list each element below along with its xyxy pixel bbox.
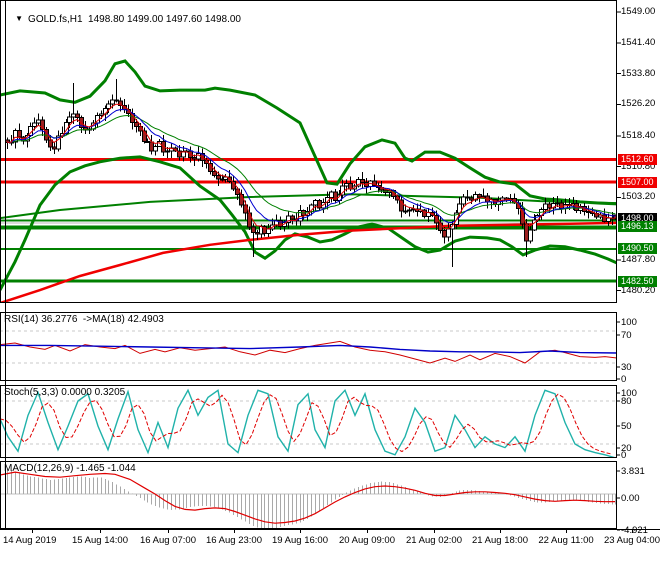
- rsi-scale-label: 0: [621, 374, 627, 385]
- price-badge-support-level: 1496.13: [618, 220, 657, 232]
- macd-scale-label: 3.831: [621, 466, 645, 477]
- time-label: 22 Aug 11:00: [538, 535, 594, 546]
- macd-indicator-label: MACD(12,26,9) -1.465 -1.044: [4, 463, 136, 474]
- symbol-title: ▼ GOLD.fs,H1 1498.80 1499.00 1497.60 1498…: [4, 3, 241, 36]
- macd-signal-line: [0, 471, 616, 524]
- rsi-panel: [0, 330, 617, 364]
- main-chart-panel: [0, 59, 617, 303]
- stoch-scale-label: 50: [621, 421, 632, 432]
- bollinger-upper-band: [0, 59, 617, 206]
- bollinger-middle-band: [6, 114, 616, 216]
- stoch-indicator-label: Stoch(5,3,3) 0.0000 0.3205: [4, 387, 126, 398]
- price-tick-label: 1510.80: [621, 160, 656, 172]
- time-label: 19 Aug 16:00: [272, 535, 328, 546]
- price-tick-label: 1518.40: [621, 129, 656, 141]
- rsi-scale-label: 30: [621, 362, 632, 373]
- rsi-scale-label: 100: [621, 317, 637, 328]
- time-label: 16 Aug 07:00: [140, 535, 196, 546]
- main-frame: [0, 0, 617, 303]
- stoch-scale-label: 100: [621, 388, 637, 399]
- stoch-signal-line: [0, 393, 613, 455]
- price-tick-label: 1503.20: [621, 191, 656, 203]
- price-tick-label: 1533.80: [621, 67, 656, 79]
- rsi-frame: [0, 312, 617, 381]
- macd-panel: [0, 468, 617, 529]
- symbol-dropdown-icon[interactable]: ▼: [15, 14, 24, 23]
- price-badge-support-level: 1490.50: [618, 243, 657, 255]
- price-tick-label: 1487.80: [621, 253, 656, 265]
- rsi-line: [0, 340, 617, 364]
- rsi-ma-line: [0, 344, 617, 354]
- time-label: 23 Aug 04:00: [604, 535, 660, 546]
- red-slow-ma: [0, 221, 617, 303]
- rsi-indicator-label: RSI(14) 36.2776 ->MA(18) 42.4903: [4, 314, 164, 325]
- price-tick-label: 1480.20: [621, 284, 656, 296]
- price-tick-label: 1526.20: [621, 98, 656, 110]
- price-badge-support-level: 1482.50: [618, 275, 657, 287]
- macd-scale-label: 0.00: [621, 493, 640, 504]
- time-label: 16 Aug 23:00: [206, 535, 262, 546]
- time-label: 21 Aug 18:00: [472, 535, 528, 546]
- time-label: 21 Aug 02:00: [406, 535, 462, 546]
- stoch-panel: [0, 388, 617, 458]
- time-label: 14 Aug 2019: [3, 535, 57, 546]
- bollinger-lower-band: [0, 155, 617, 291]
- stoch-scale-label: 80: [621, 396, 632, 407]
- stoch-scale-label: 20: [621, 443, 632, 454]
- stoch-scale-label: 0: [621, 450, 627, 461]
- price-badge-last-price: 1498.00: [618, 212, 657, 224]
- stoch-main-line: [0, 388, 617, 458]
- macd-frame: [0, 461, 617, 529]
- rsi-scale-label: 70: [621, 330, 632, 341]
- stoch-frame: [0, 385, 617, 458]
- price-tick-label: 1549.00: [621, 6, 656, 17]
- macd-scale-label: -4.921: [621, 525, 648, 536]
- price-badge-resistance-level: 1507.00: [618, 176, 657, 188]
- time-label: 20 Aug 09:00: [339, 535, 395, 546]
- price-badge-resistance-level: 1512.60: [618, 153, 657, 165]
- price-tick-label: 1541.40: [621, 36, 656, 48]
- time-label: 15 Aug 14:00: [72, 535, 128, 546]
- symbol-ohlc-text: GOLD.fs,H1 1498.80 1499.00 1497.60 1498.…: [28, 14, 241, 25]
- fast-ma-red: [6, 103, 616, 230]
- macd-histogram: [7, 468, 616, 529]
